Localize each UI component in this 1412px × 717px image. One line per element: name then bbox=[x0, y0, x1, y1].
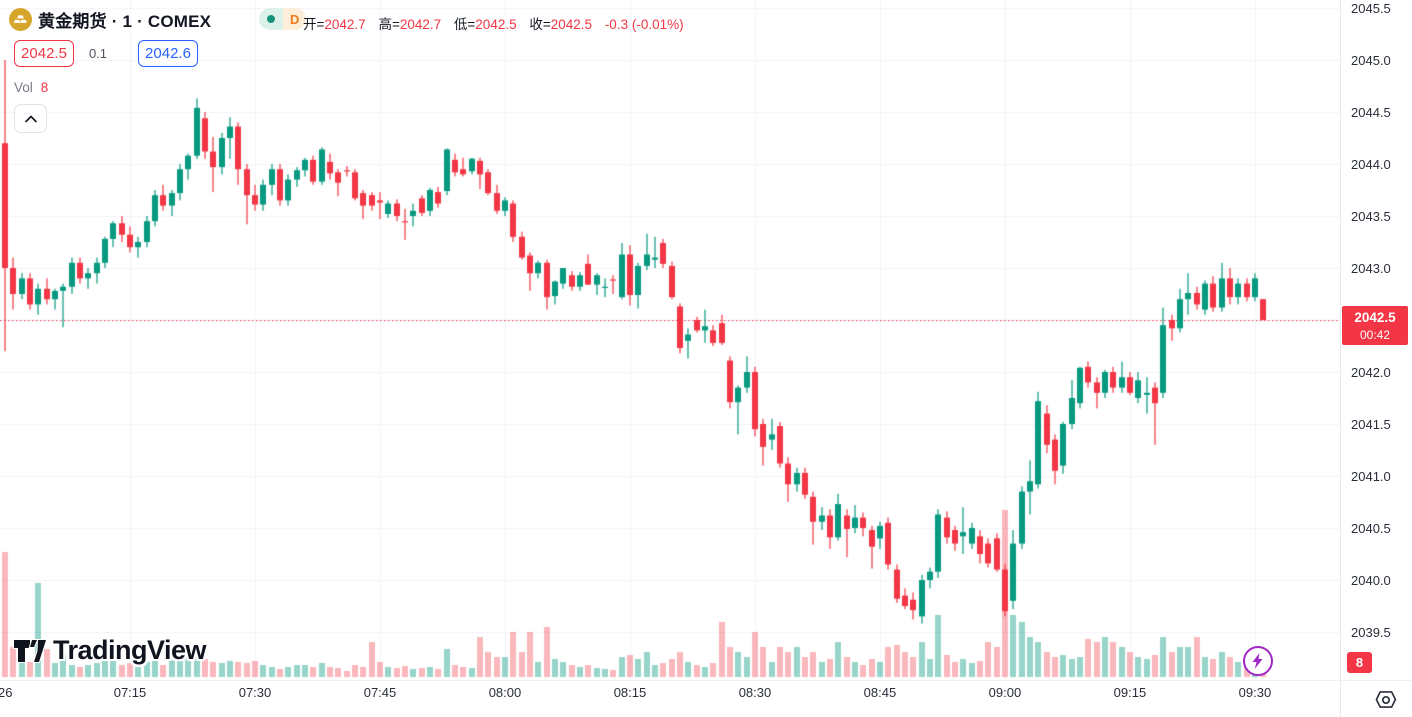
high-value: 2042.7 bbox=[399, 17, 442, 32]
current-price-value: 2042.5 bbox=[1354, 310, 1396, 325]
price-axis-tick[interactable]: 2044.0 bbox=[1351, 156, 1391, 172]
change-value: -0.3 (-0.01%) bbox=[604, 17, 684, 32]
time-axis-tick[interactable]: 08:00 bbox=[488, 685, 522, 700]
interval-selector[interactable]: D bbox=[259, 8, 307, 30]
chart-legend-header: 黄金期货 · 1 · COMEX D bbox=[9, 7, 307, 31]
time-axis-tick[interactable]: 09:00 bbox=[988, 685, 1022, 700]
price-axis-tick[interactable]: 2043.0 bbox=[1351, 260, 1391, 276]
gold-symbol-icon bbox=[9, 7, 32, 31]
time-axis-tick[interactable]: 07:30 bbox=[238, 685, 272, 700]
price-axis-tick[interactable]: 2043.5 bbox=[1351, 208, 1391, 224]
interval-label[interactable]: D bbox=[283, 8, 307, 30]
price-chart-canvas[interactable] bbox=[0, 0, 1340, 717]
tradingview-mark-icon bbox=[13, 638, 47, 663]
symbol-title[interactable]: 黄金期货 · 1 · COMEX bbox=[38, 11, 212, 31]
timezone-settings-button[interactable] bbox=[1371, 688, 1401, 712]
time-axis-date-label: 26 bbox=[0, 685, 13, 700]
price-axis-tick[interactable]: 2045.0 bbox=[1351, 52, 1391, 68]
volume-value: 8 bbox=[40, 80, 49, 95]
price-axis-tick[interactable]: 2040.5 bbox=[1351, 520, 1391, 536]
low-value: 2042.5 bbox=[475, 17, 517, 32]
time-axis-tick[interactable]: 07:45 bbox=[363, 685, 397, 700]
tradingview-wordmark: TradingView bbox=[53, 635, 207, 665]
quote-row: 2042.5 0.1 2042.6 bbox=[14, 40, 198, 67]
price-axis-tick[interactable]: 2045.5 bbox=[1351, 0, 1391, 16]
open-label: 开= bbox=[303, 17, 325, 32]
price-axis-tick[interactable]: 2040.0 bbox=[1351, 572, 1391, 588]
close-label: 收= bbox=[529, 17, 551, 32]
low-label: 低= bbox=[453, 17, 476, 32]
time-axis-tick[interactable]: 07:15 bbox=[113, 685, 147, 700]
time-axis-separator[interactable] bbox=[0, 680, 1412, 681]
time-axis-tick[interactable]: 09:15 bbox=[1113, 685, 1147, 700]
chevron-up-icon bbox=[24, 115, 37, 122]
hexagon-eye-icon bbox=[1375, 691, 1397, 708]
spread-value: 0.1 bbox=[88, 46, 108, 61]
sell-bid-button[interactable]: 2042.5 bbox=[14, 40, 74, 67]
current-price-badge[interactable]: 2042.5 00:42 bbox=[1342, 306, 1408, 345]
instant-order-button[interactable] bbox=[1243, 646, 1273, 676]
price-axis-separator[interactable] bbox=[1340, 0, 1341, 717]
time-axis-tick[interactable]: 08:45 bbox=[863, 685, 897, 700]
lightning-bolt-icon bbox=[1252, 653, 1263, 669]
volume-label: Vol bbox=[14, 80, 33, 95]
time-axis-tick[interactable]: 08:30 bbox=[738, 685, 772, 700]
price-axis-tick[interactable]: 2039.5 bbox=[1351, 624, 1391, 640]
time-axis-tick[interactable]: 08:15 bbox=[613, 685, 647, 700]
ohlc-readout: 开=2042.7 高=2042.7 低=2042.5 收=2042.5 -0.3… bbox=[303, 13, 684, 33]
time-axis-tick[interactable]: 09:30 bbox=[1238, 685, 1272, 700]
price-axis-tick[interactable]: 2042.0 bbox=[1351, 364, 1391, 380]
bar-countdown: 00:42 bbox=[1359, 328, 1391, 343]
interval-dot-icon bbox=[259, 8, 284, 30]
high-label: 高= bbox=[378, 17, 400, 32]
volume-indicator-legend: Vol 8 bbox=[14, 80, 48, 95]
current-volume-badge: 8 bbox=[1347, 652, 1372, 673]
price-axis-tick[interactable]: 2041.0 bbox=[1351, 468, 1391, 484]
open-value: 2042.7 bbox=[324, 17, 366, 32]
tradingview-logo[interactable]: TradingView bbox=[13, 635, 207, 666]
collapse-panel-button[interactable] bbox=[14, 104, 47, 133]
price-axis-tick[interactable]: 2044.5 bbox=[1351, 104, 1391, 120]
price-axis-tick[interactable]: 2041.5 bbox=[1351, 416, 1391, 432]
close-value: 2042.5 bbox=[550, 17, 593, 32]
buy-ask-button[interactable]: 2042.6 bbox=[138, 40, 198, 67]
